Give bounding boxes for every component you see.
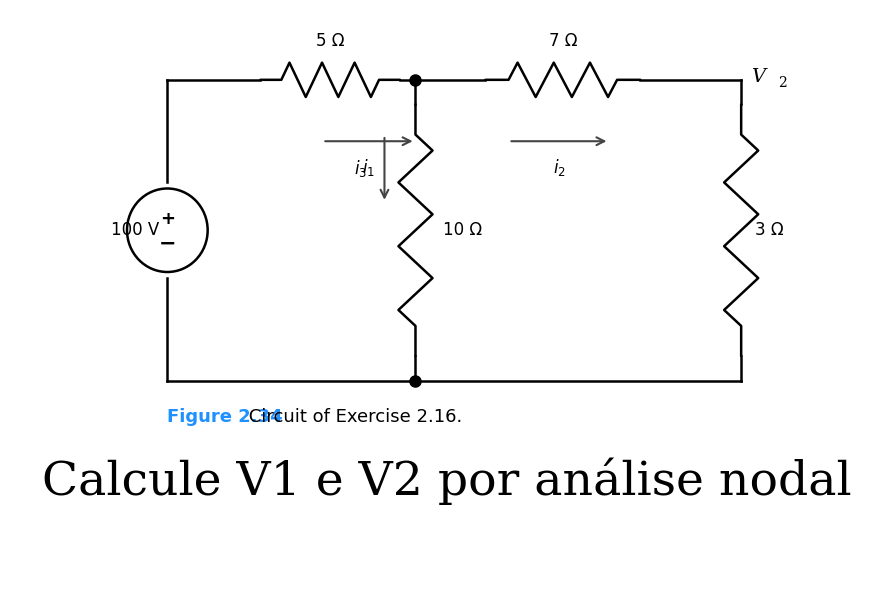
Text: $\mathit{i}_2$: $\mathit{i}_2$ <box>553 157 565 177</box>
Text: Circuit of Exercise 2.16.: Circuit of Exercise 2.16. <box>243 408 463 426</box>
Text: −: − <box>159 234 176 254</box>
Text: Figure 2.34: Figure 2.34 <box>167 408 283 426</box>
Text: V: V <box>751 68 765 86</box>
Text: +: + <box>160 210 175 228</box>
Text: $\mathit{i}_3$: $\mathit{i}_3$ <box>355 158 367 179</box>
Text: 100 V: 100 V <box>112 221 160 239</box>
Text: 10 Ω: 10 Ω <box>443 221 481 239</box>
Text: 5 Ω: 5 Ω <box>316 33 345 50</box>
Text: $\mathit{i}_1$: $\mathit{i}_1$ <box>363 157 375 177</box>
Text: 7 Ω: 7 Ω <box>548 33 577 50</box>
Text: Calcule V1 e V2 por análise nodal: Calcule V1 e V2 por análise nodal <box>42 457 851 505</box>
Text: 3 Ω: 3 Ω <box>755 221 784 239</box>
Text: 2: 2 <box>778 76 787 90</box>
